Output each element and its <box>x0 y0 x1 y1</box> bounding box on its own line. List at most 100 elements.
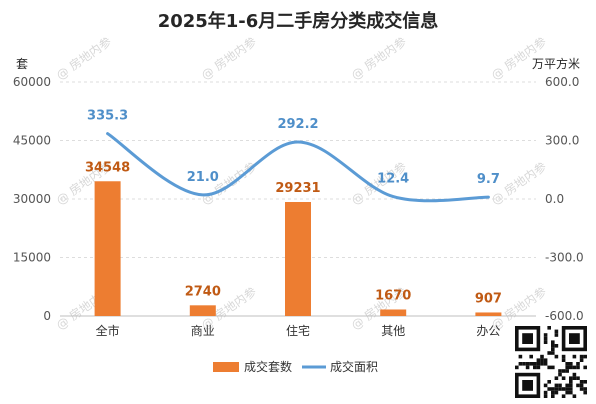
qr-module <box>554 333 559 337</box>
line-value-label: 9.7 <box>477 172 500 187</box>
qr-module <box>543 336 548 341</box>
qr-module <box>543 390 548 395</box>
qr-module <box>525 365 530 370</box>
qr-module <box>569 376 573 380</box>
category-label: 其他 <box>381 324 405 338</box>
qr-module <box>536 362 541 366</box>
legend-bar-label: 成交套数 <box>244 359 292 374</box>
bar-value-label: 907 <box>475 291 502 306</box>
qr-module <box>583 380 587 384</box>
qr-module <box>554 376 559 380</box>
qr-module <box>543 362 548 366</box>
qr-module <box>522 362 526 366</box>
qr-module <box>569 380 573 384</box>
qr-module <box>558 383 562 388</box>
bar <box>189 305 216 316</box>
qr-finder <box>522 380 533 391</box>
qr-module <box>554 344 559 348</box>
qr-module <box>565 387 569 391</box>
bar-series <box>94 181 502 316</box>
category-label: 全市 <box>96 323 120 338</box>
line-value-label: 21.0 <box>187 170 219 185</box>
qr-module <box>554 329 559 334</box>
bar-value-label: 1670 <box>375 288 411 303</box>
left-tick-label: 0 <box>43 309 51 323</box>
qr-module <box>543 358 548 362</box>
qr-module <box>579 387 584 391</box>
line-path <box>106 132 490 203</box>
qr-module <box>561 354 566 359</box>
chart-title: 2025年1-6月二手房分类成交信息 <box>158 10 439 32</box>
qr-module <box>536 358 541 362</box>
qr-module <box>540 358 544 362</box>
qr-module <box>569 387 573 391</box>
right-tick-label: 300.0 <box>545 134 579 148</box>
qr-module <box>583 390 587 395</box>
bar <box>94 181 121 316</box>
watermark-text: @ 房地内参 <box>348 34 409 83</box>
bar-data-labels: 34548 2740 29231 1670 907 <box>85 160 502 306</box>
qr-code <box>513 324 589 400</box>
qr-module <box>540 354 544 359</box>
qr-module <box>543 340 548 344</box>
qr-module <box>533 365 537 370</box>
qr-module <box>543 383 548 388</box>
bar-value-label: 2740 <box>185 284 221 299</box>
qr-module <box>558 387 562 391</box>
qr-module <box>547 326 551 330</box>
watermark-text: @ 房地内参 <box>53 34 114 83</box>
bar <box>285 201 311 316</box>
qr-module <box>547 380 551 384</box>
bar-value-label: 29231 <box>275 181 320 196</box>
legend: 成交套数 成交面积 <box>213 359 378 374</box>
line-data-labels: 335.3 21.0 292.2 12.4 9.7 <box>87 109 500 187</box>
qr-module <box>525 362 530 366</box>
qr-module <box>547 365 551 370</box>
watermark-text: @ 房地内参 <box>198 34 259 83</box>
bar-value-label: 34548 <box>85 160 130 175</box>
line-value-label: 335.3 <box>87 109 128 124</box>
qr-module <box>565 369 569 373</box>
qr-module <box>583 387 587 391</box>
qr-module <box>561 394 566 398</box>
right-tick-label: 0.0 <box>545 192 564 206</box>
left-axis-ticks: 0 15000 30000 45000 60000 <box>13 75 51 323</box>
qr-module <box>572 376 577 380</box>
qr-module <box>579 358 584 362</box>
left-tick-label: 45000 <box>13 134 51 148</box>
qr-module <box>565 383 569 388</box>
qr-finder <box>569 333 580 344</box>
qr-module <box>554 354 559 359</box>
bar <box>475 312 502 316</box>
qr-module <box>554 390 559 395</box>
qr-module <box>547 387 551 391</box>
qr-module <box>583 365 587 370</box>
qr-module <box>529 354 533 359</box>
category-label: 办公 <box>476 323 500 338</box>
legend-line-label: 成交面积 <box>330 359 378 374</box>
qr-module <box>565 362 569 366</box>
line-value-label: 292.2 <box>277 117 318 132</box>
qr-module <box>551 365 555 370</box>
legend-bar-swatch <box>213 362 239 372</box>
qr-module <box>558 372 562 377</box>
right-axis-ticks: -600.0 -300.0 0.0 300.0 600.0 <box>545 75 584 323</box>
qr-module <box>551 390 555 395</box>
line-series <box>106 132 490 203</box>
qr-module <box>558 369 562 373</box>
right-axis-unit: 万平方米 <box>532 56 580 71</box>
qr-module <box>572 365 577 370</box>
qr-module <box>518 362 523 366</box>
category-label: 住宅 <box>286 323 310 338</box>
right-tick-label: -300.0 <box>545 251 584 265</box>
qr-module <box>579 383 584 388</box>
bar <box>380 309 407 316</box>
left-axis-unit: 套 <box>16 57 28 71</box>
qr-module <box>551 344 555 348</box>
left-tick-label: 15000 <box>13 251 51 265</box>
qr-module <box>561 358 566 362</box>
qr-module <box>551 387 555 391</box>
qr-module <box>554 387 559 391</box>
category-label: 商业 <box>191 323 215 338</box>
